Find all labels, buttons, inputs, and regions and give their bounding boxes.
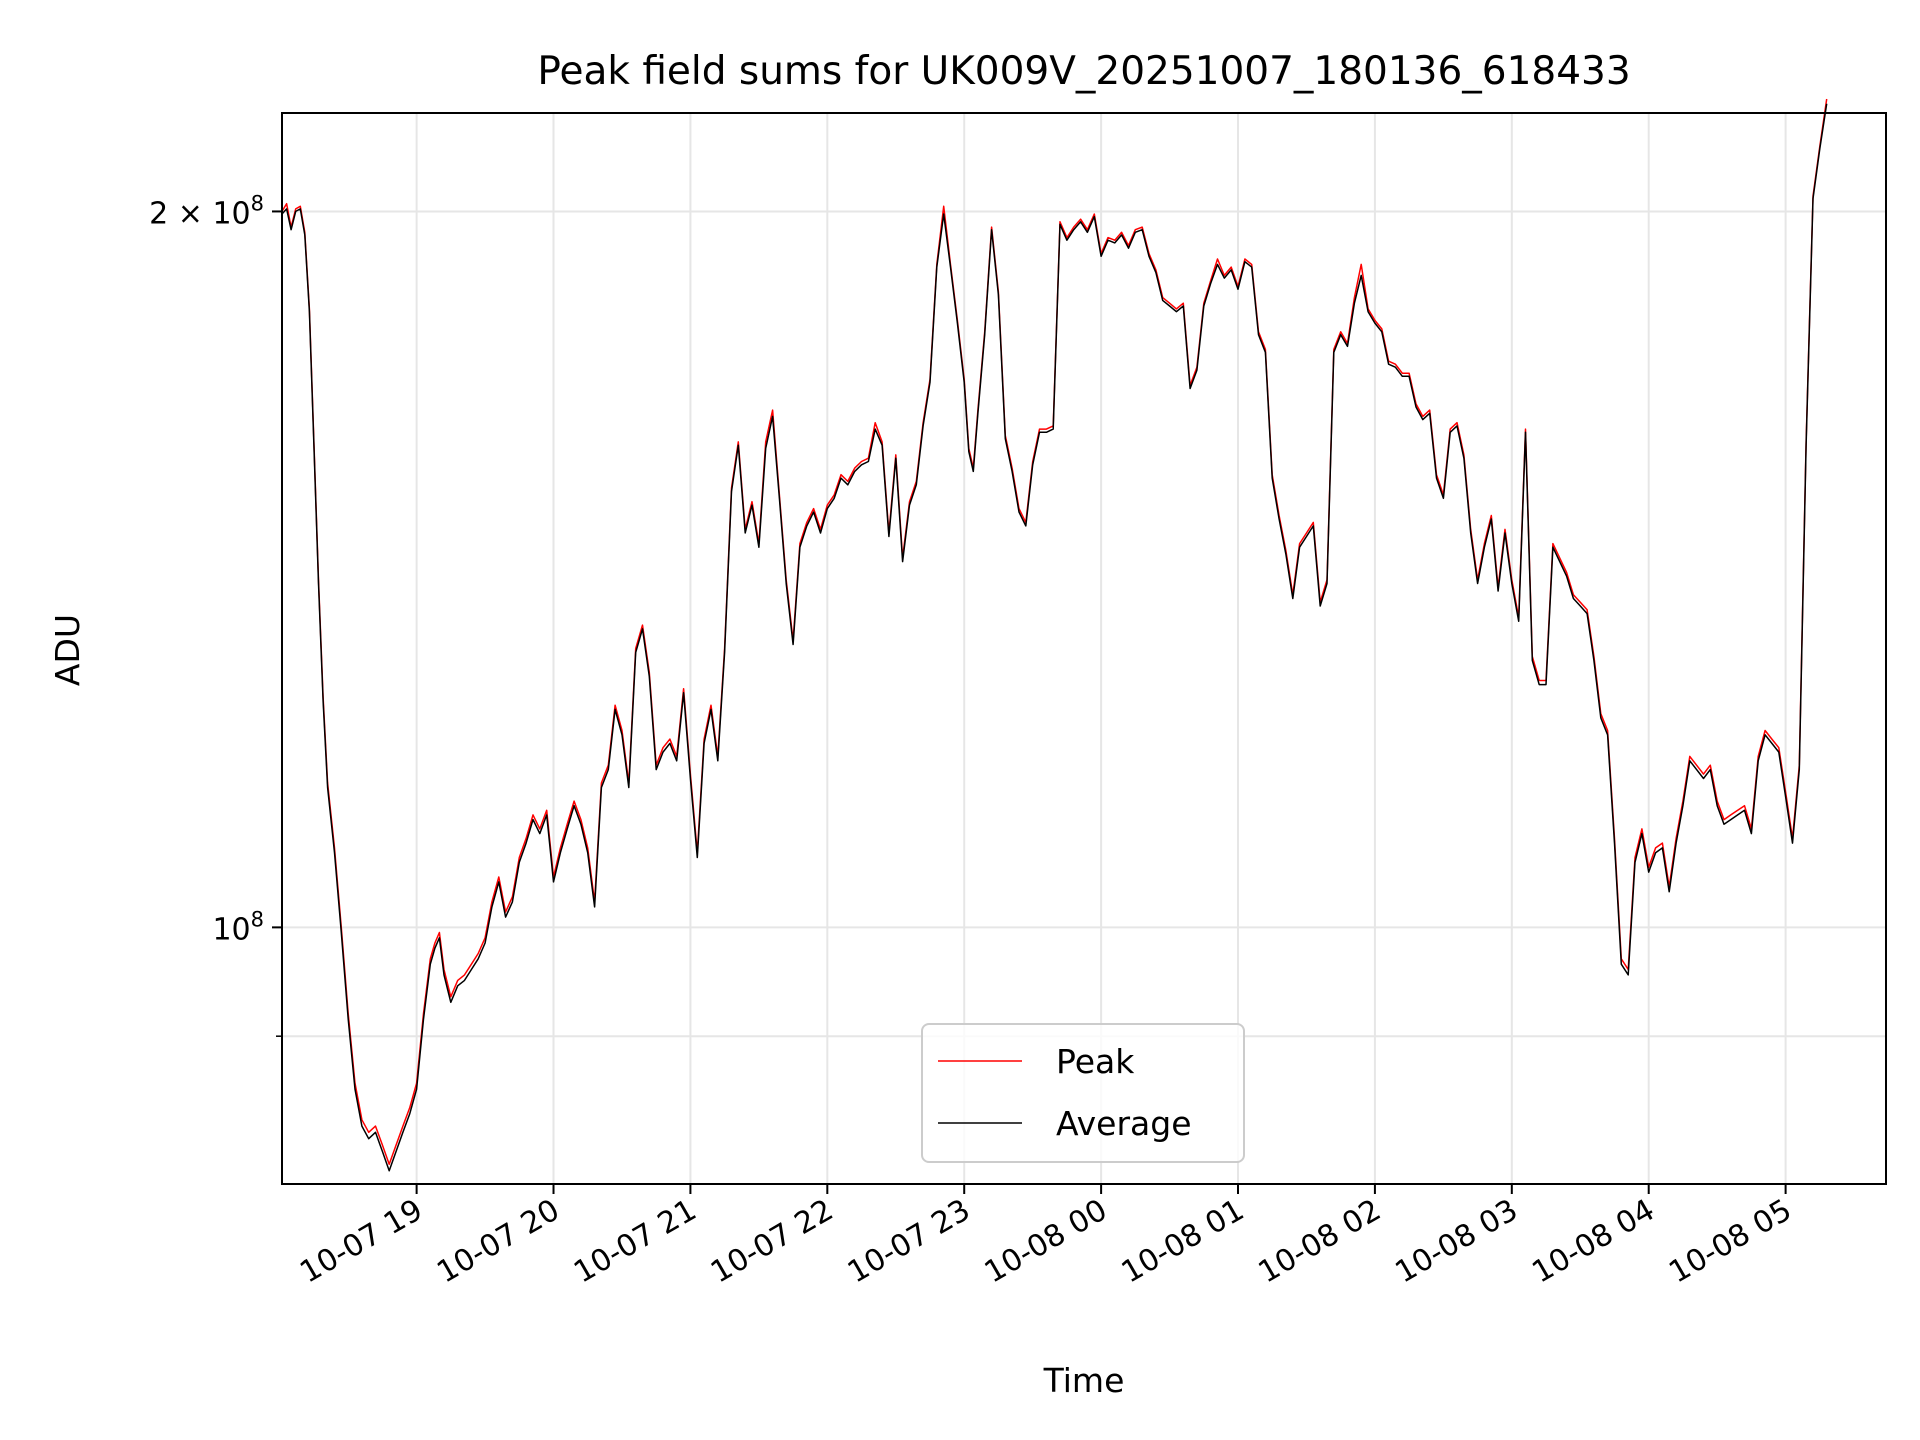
series-line-average [281,103,1828,1172]
legend-average-label: Average [1056,1104,1192,1143]
plot-frame [281,112,1887,1185]
x-axis-label: Time [1043,1361,1125,1400]
y-tick-label: 2 × 108 [149,191,264,231]
chart-title: Peak field sums for UK009V_20251007_1801… [537,49,1630,94]
legend-box [921,1023,1245,1163]
legend: Peak Average [921,1023,1245,1163]
y-axis-label: ADU [48,614,87,686]
series-layer [281,98,1828,1172]
legend-peak-label: Peak [1056,1042,1135,1081]
